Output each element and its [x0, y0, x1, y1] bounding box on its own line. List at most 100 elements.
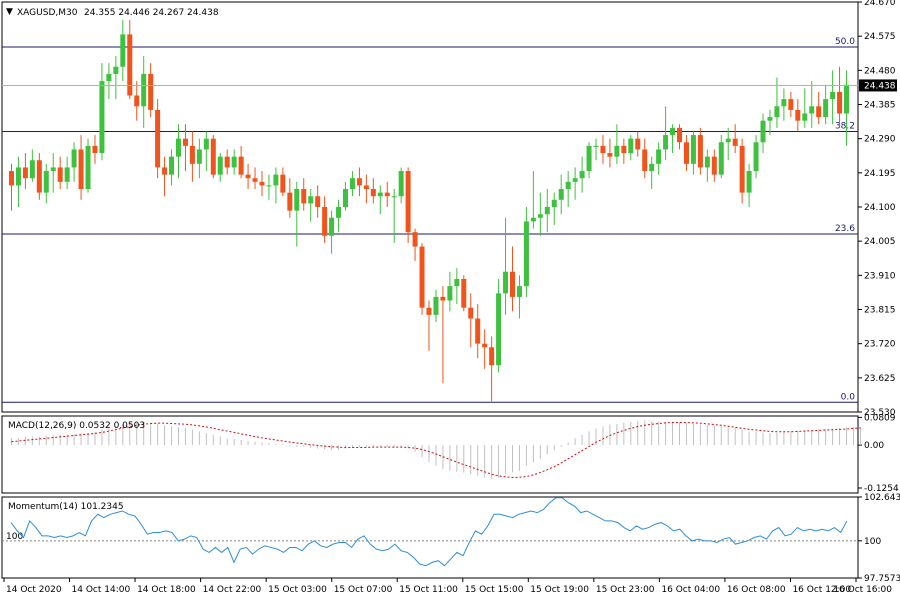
price-tick-label: 24.195 — [864, 169, 896, 179]
time-tick-label: 15 Oct 03:00 — [268, 585, 327, 595]
candle-body — [384, 192, 390, 197]
candle-body — [579, 171, 585, 179]
price-tick-label: 24.480 — [864, 66, 896, 76]
candle-body — [697, 135, 703, 168]
candle-body — [412, 232, 418, 247]
candle-body — [203, 138, 209, 150]
candle-body — [377, 192, 383, 197]
candle-body — [308, 196, 314, 204]
candle-body — [475, 318, 481, 344]
candle-body — [461, 278, 467, 308]
candle-body — [252, 178, 258, 182]
time-tick-label: 15 Oct 07:00 — [334, 585, 393, 595]
price-tick-label: 23.720 — [864, 340, 896, 350]
candle-body — [551, 199, 557, 207]
current-price-badge — [859, 79, 897, 92]
candle-body — [71, 149, 77, 168]
candle-body — [433, 296, 439, 315]
fibo-level-label: 50.0 — [835, 37, 855, 47]
candle-body — [113, 66, 119, 74]
candle-body — [36, 160, 42, 193]
candle-body — [711, 156, 717, 175]
candle-body — [363, 185, 369, 190]
candle-body — [607, 153, 613, 157]
candle-body — [739, 145, 745, 193]
candle-body — [336, 207, 342, 218]
candle-body — [537, 214, 543, 218]
macd-panel — [1, 415, 859, 494]
candle-body — [795, 109, 801, 121]
candle-body — [349, 178, 355, 190]
candle-body — [294, 189, 300, 211]
candle-body — [134, 95, 140, 107]
fibo-level-label: 23.6 — [835, 224, 855, 234]
candle-body — [677, 127, 683, 143]
candle-body — [342, 189, 348, 207]
price-panel — [1, 1, 859, 413]
price-tick-label: 24.670 — [864, 0, 896, 8]
candle-body — [287, 192, 293, 211]
candle-body — [489, 347, 495, 366]
candle-body — [544, 207, 550, 215]
candle-body — [175, 138, 181, 157]
time-tick-label: 16 Oct 04:00 — [661, 585, 720, 595]
candle-body — [523, 221, 529, 287]
candle-body — [753, 142, 759, 172]
candle-body — [503, 271, 509, 294]
candle-body — [614, 145, 620, 157]
candle-body — [155, 109, 161, 168]
fibo-level-label: 38.2 — [835, 121, 855, 131]
candle-body — [440, 296, 446, 301]
candle-body — [809, 106, 815, 114]
candle-body — [516, 286, 522, 297]
candle-body — [830, 91, 836, 100]
time-tick-label: 15 Oct 19:00 — [530, 585, 589, 595]
price-tick-label: 24.575 — [864, 32, 896, 42]
candle-body — [746, 171, 752, 193]
candle-body — [259, 181, 265, 186]
candle-body — [454, 278, 460, 287]
momentum-tick-label: 102.6436 — [864, 493, 900, 503]
candle-body — [280, 174, 286, 193]
candle-body — [92, 145, 98, 154]
candle-body — [266, 185, 272, 187]
candle-body — [273, 174, 279, 186]
candle-body — [704, 156, 710, 168]
candle-body — [670, 127, 676, 136]
candle-body — [391, 196, 397, 198]
candle-body — [426, 307, 432, 315]
candle-body — [628, 138, 634, 154]
candle-body — [600, 145, 606, 154]
candle-body — [245, 174, 251, 179]
candle-body — [196, 149, 202, 164]
candle-body — [64, 167, 70, 182]
price-tick-label: 23.815 — [864, 306, 896, 316]
ohlc-readout: 24.355 24.446 24.267 24.438 — [84, 8, 219, 18]
time-tick-label: 16 Oct 16:00 — [833, 585, 892, 595]
macd-tick-label: 0.00 — [864, 441, 884, 451]
macd-tick-label: 0.0809 — [864, 413, 896, 423]
price-tick-label: 24.385 — [864, 101, 896, 111]
candle-body — [162, 167, 168, 175]
time-tick-label: 14 Oct 18:00 — [137, 585, 196, 595]
candle-body — [802, 113, 808, 121]
candle-body — [510, 271, 516, 297]
candle-body — [315, 196, 321, 207]
price-tick-label: 23.530 — [864, 408, 896, 418]
macd-signal-line — [11, 422, 861, 479]
candle-body — [238, 156, 244, 175]
candle-body — [22, 167, 28, 179]
symbol-label: XAGUSD,M30 — [17, 8, 78, 18]
time-tick-label: 15 Oct 23:00 — [596, 585, 655, 595]
candle-body — [635, 138, 641, 150]
candle-body — [663, 135, 669, 150]
candle-body — [788, 99, 794, 110]
candle-body — [683, 142, 689, 164]
time-tick-label: 14 Oct 22:00 — [203, 585, 262, 595]
candle-body — [106, 73, 112, 82]
candle-body — [29, 160, 35, 179]
dropdown-triangle-icon: ▼ — [6, 7, 13, 17]
candle-body — [593, 145, 599, 147]
price-tick-label: 24.290 — [864, 135, 896, 145]
